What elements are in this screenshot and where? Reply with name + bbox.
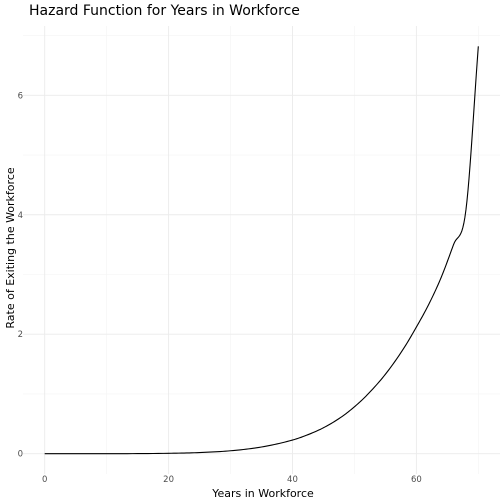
y-tick-label: 6 xyxy=(18,91,23,101)
y-tick-label: 4 xyxy=(18,211,23,221)
x-axis-title: Years in Workforce xyxy=(211,487,314,500)
x-tick-label: 20 xyxy=(163,475,174,485)
x-tick-label: 40 xyxy=(287,475,298,485)
chart-title: Hazard Function for Years in Workforce xyxy=(29,3,300,19)
x-tick-label: 0 xyxy=(42,475,47,485)
x-axis-ticks: 0 20 40 60 xyxy=(42,475,422,485)
grid xyxy=(23,26,500,474)
y-tick-label: 0 xyxy=(18,450,23,460)
series-layer xyxy=(44,46,479,455)
y-axis-ticks: 0 2 4 6 xyxy=(18,91,23,459)
hazard-curve xyxy=(44,46,479,455)
y-tick-label: 2 xyxy=(18,330,23,340)
y-axis-title: Rate of Exiting the Workforce xyxy=(4,167,17,328)
x-tick-label: 60 xyxy=(411,475,422,485)
